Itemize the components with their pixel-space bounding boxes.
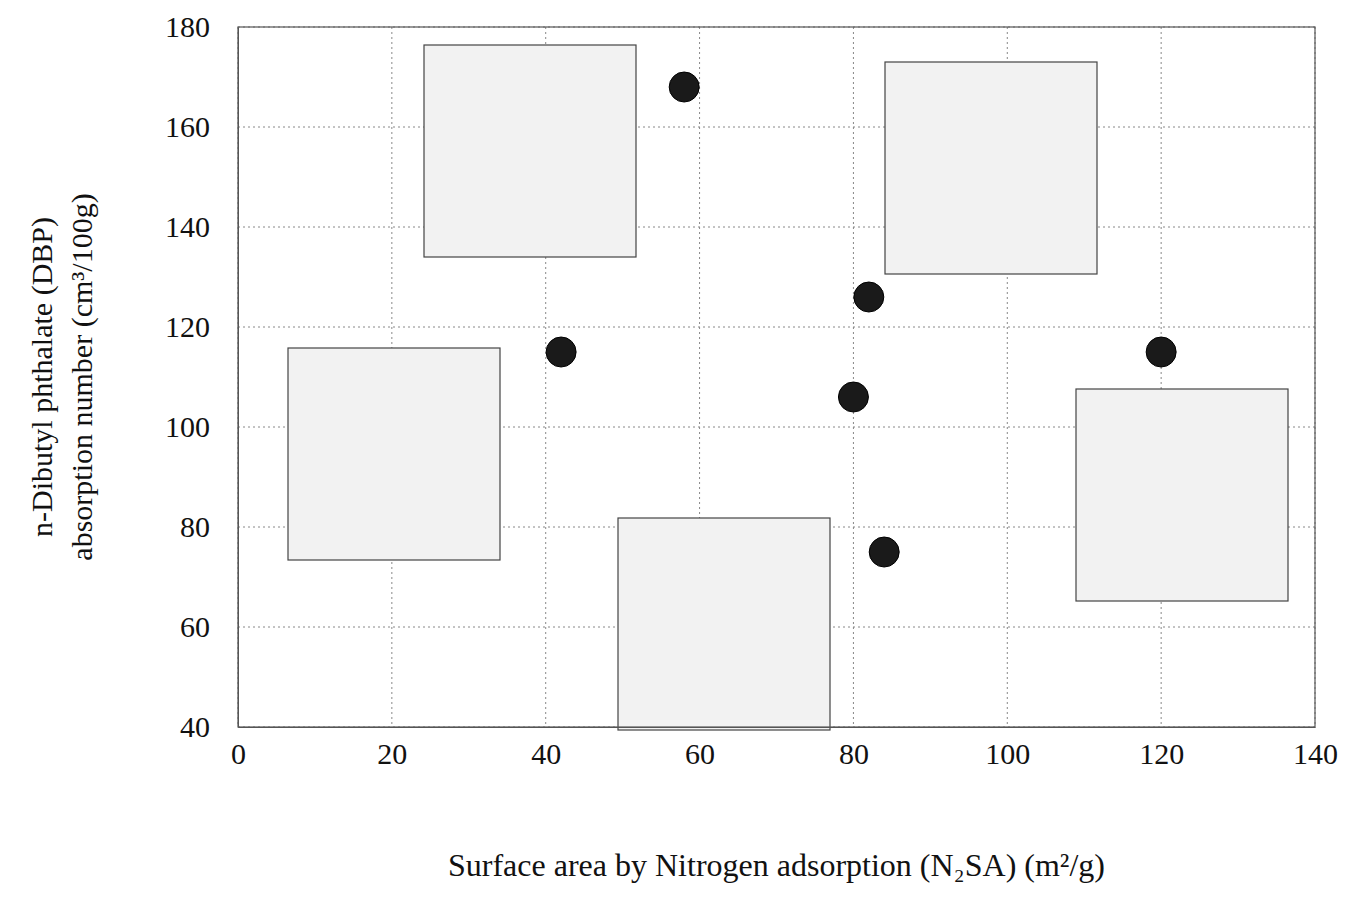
tick: 60 (180, 610, 238, 643)
points (546, 72, 1176, 567)
plot-frame (238, 27, 1315, 727)
tick: 80 (180, 510, 238, 543)
data-point (1146, 337, 1176, 367)
micrograph-inset (1076, 389, 1288, 601)
grid-line-y (238, 227, 1315, 228)
x-axis: 0 20 40 60 80 100 120 140 (231, 727, 1338, 770)
tick: 40 (531, 727, 561, 770)
y-axis-title-line: n-Dibutyl phthalate (DBP) (25, 217, 59, 537)
data-point (869, 537, 899, 567)
tick-label: 140 (165, 210, 210, 243)
tick-label: 100 (985, 737, 1030, 770)
tick-label: 120 (1139, 737, 1184, 770)
chart: 0 20 40 60 80 100 120 140 40 60 80 100 120 140 160 180 S… (0, 0, 1348, 897)
grid-line-y (238, 327, 1315, 328)
tick-label: 40 (180, 710, 210, 743)
tick-label: 140 (1293, 737, 1338, 770)
tick: 80 (839, 727, 869, 770)
tick: 120 (165, 310, 238, 343)
grid-line-y (238, 127, 1315, 128)
micrograph-inset (424, 45, 636, 257)
tick-label: 60 (180, 610, 210, 643)
y-axis: 40 60 80 100 120 140 160 180 (165, 10, 239, 743)
tick-label: 160 (165, 110, 210, 143)
axis-line (239, 727, 1316, 728)
tick: 140 (1293, 727, 1338, 770)
tick: 60 (685, 727, 715, 770)
y-axis-title-line: absorption number (cm³/100g) (65, 193, 99, 560)
tick-label: 20 (377, 737, 407, 770)
micrograph-inset (288, 348, 500, 560)
data-point (854, 282, 884, 312)
tick-label: 80 (839, 737, 869, 770)
grid-line-x (853, 27, 854, 727)
tick-label: 40 (531, 737, 561, 770)
axis-line (238, 28, 239, 728)
tick: 40 (180, 710, 238, 743)
tick: 180 (165, 10, 238, 43)
x-axis-title: Surface area by Nitrogen adsorption (N₂S… (448, 847, 1105, 883)
tick-label: 80 (180, 510, 210, 543)
tick-label: 0 (231, 737, 246, 770)
tick-label: 180 (165, 10, 210, 43)
tick-label: 120 (165, 310, 210, 343)
tick: 0 (231, 727, 246, 770)
tick-label: 60 (685, 737, 715, 770)
tick: 160 (165, 110, 238, 143)
insets (288, 45, 1288, 730)
micrograph-inset (885, 62, 1097, 274)
tick: 20 (377, 727, 407, 770)
data-point (669, 72, 699, 102)
y-axis-title: n-Dibutyl phthalate (DBP)absorption numb… (25, 193, 99, 560)
data-point (838, 382, 868, 412)
data-point (546, 337, 576, 367)
grid-line-x (1161, 27, 1162, 727)
tick: 100 (985, 727, 1030, 770)
tick: 140 (165, 210, 238, 243)
micrograph-inset (618, 518, 830, 730)
tick-label: 100 (165, 410, 210, 443)
tick: 120 (1139, 727, 1184, 770)
tick: 100 (165, 410, 238, 443)
